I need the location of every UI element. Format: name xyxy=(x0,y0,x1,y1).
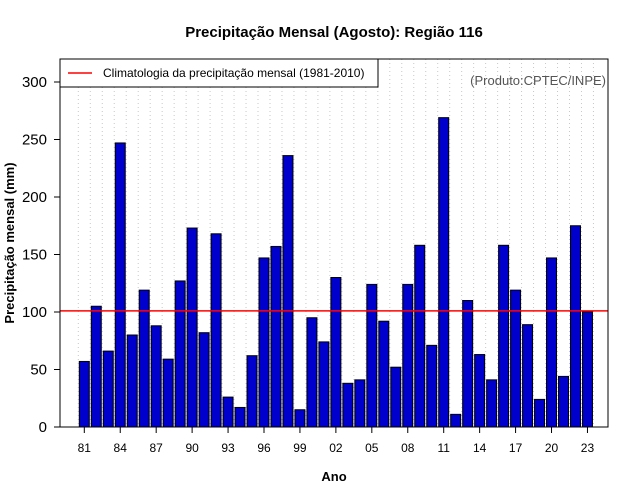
bar-19 xyxy=(534,398,546,428)
x-tick-label: 81 xyxy=(78,441,92,455)
grid-lines xyxy=(77,59,594,427)
bar-91 xyxy=(198,332,210,428)
legend: Climatologia da precipitação mensal (198… xyxy=(59,58,379,88)
y-tick-label: 150 xyxy=(22,247,47,264)
bar-03 xyxy=(342,382,354,428)
x-tick-label: 08 xyxy=(401,441,415,455)
y-tick-label: 50 xyxy=(30,362,47,379)
bar-85 xyxy=(126,334,138,428)
bar-10 xyxy=(426,344,438,428)
bar-15 xyxy=(486,379,498,428)
x-tick-label: 99 xyxy=(293,441,307,455)
x-tick-label: 84 xyxy=(114,441,128,455)
bar-21 xyxy=(558,375,569,428)
y-axis: 0 50 100 150 200 250 300 xyxy=(22,74,60,436)
bar-98 xyxy=(282,155,294,428)
bar-16 xyxy=(498,244,510,428)
bar-88 xyxy=(162,358,174,428)
bar-01 xyxy=(318,341,330,428)
legend-box xyxy=(59,58,379,88)
bar-13 xyxy=(462,300,474,428)
bar-89 xyxy=(174,280,186,428)
y-tick-label: 0 xyxy=(39,419,47,436)
bar-90 xyxy=(186,227,198,428)
x-tick-label: 90 xyxy=(185,441,199,455)
bar-22 xyxy=(569,225,581,428)
bar-07 xyxy=(390,366,402,428)
x-tick-label: 23 xyxy=(581,441,595,455)
x-axis-label: Ano xyxy=(321,469,346,484)
bar-00 xyxy=(306,317,318,428)
bar-99 xyxy=(294,409,306,428)
bar-84 xyxy=(114,142,126,428)
bar-81 xyxy=(78,360,90,428)
bar-97 xyxy=(270,245,282,428)
bar-96 xyxy=(258,257,270,428)
y-tick-label: 100 xyxy=(22,304,47,321)
bar-83 xyxy=(102,350,114,428)
bar-20 xyxy=(546,257,558,428)
bar-02 xyxy=(330,277,342,428)
bar-11 xyxy=(438,117,450,428)
x-tick-label: 17 xyxy=(509,441,523,455)
y-tick-label: 200 xyxy=(22,189,47,206)
x-tick-label: 96 xyxy=(257,441,271,455)
x-tick-label: 11 xyxy=(437,441,450,455)
x-tick-label: 14 xyxy=(473,441,487,455)
credit-text: (Produto:CPTEC/INPE) xyxy=(470,73,606,88)
bar-05 xyxy=(366,283,378,428)
legend-label: Climatologia da precipitação mensal (198… xyxy=(103,66,364,80)
bar-04 xyxy=(354,379,366,428)
x-tick-label: 05 xyxy=(365,441,379,455)
bar-95 xyxy=(246,355,258,428)
bar-93 xyxy=(222,396,234,428)
x-axis: 81 84 87 90 93 96 99 02 05 08 11 14 17 20 23 xyxy=(78,427,595,455)
x-tick-label: 20 xyxy=(545,441,559,455)
bar-06 xyxy=(378,320,390,428)
bar-14 xyxy=(474,354,486,428)
bars-group xyxy=(78,117,593,428)
bar-08 xyxy=(402,283,414,428)
y-tick-label: 300 xyxy=(22,74,47,91)
x-tick-label: 93 xyxy=(221,441,235,455)
bar-94 xyxy=(234,406,246,428)
bar-18 xyxy=(522,324,534,428)
bar-23 xyxy=(581,311,593,428)
y-tick-label: 250 xyxy=(22,132,47,149)
bar-12 xyxy=(450,413,462,428)
x-tick-label: 87 xyxy=(150,441,164,455)
bar-82 xyxy=(90,305,102,428)
bar-09 xyxy=(414,244,426,428)
bar-92 xyxy=(210,233,222,428)
bar-87 xyxy=(150,325,162,428)
x-tick-label: 02 xyxy=(329,441,343,455)
y-axis-label: Precipitação mensal (mm) xyxy=(2,162,17,323)
chart-title: Precipitação Mensal (Agosto): Região 116 xyxy=(185,24,483,41)
